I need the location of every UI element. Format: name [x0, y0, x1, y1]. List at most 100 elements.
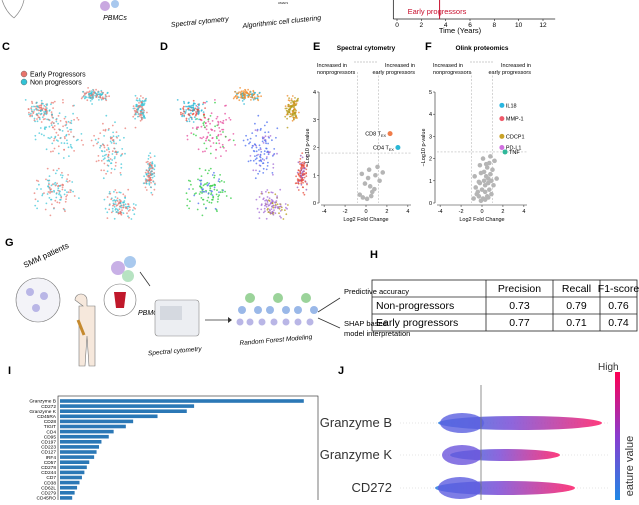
- umap-dot: [256, 93, 259, 96]
- umap-dot: [115, 191, 118, 194]
- umap-dot: [213, 171, 215, 174]
- umap-dot: [255, 146, 258, 149]
- umap-dot: [133, 213, 136, 216]
- umap-dot: [42, 118, 45, 121]
- umap-dot: [103, 150, 106, 153]
- umap-dot: [302, 164, 305, 167]
- umap-dot: [205, 139, 207, 142]
- point: [492, 158, 497, 164]
- x-tick-label: -2: [459, 209, 464, 215]
- umap-dot: [244, 90, 246, 93]
- umap-dot: [220, 180, 223, 182]
- umap-dot: [274, 206, 276, 209]
- umap-dot: [62, 99, 64, 101]
- umap-dot: [259, 159, 262, 162]
- umap-dot: [119, 139, 121, 142]
- umap-dot: [106, 211, 109, 214]
- umap-dot: [141, 117, 143, 120]
- umap-dot: [202, 136, 205, 139]
- umap-dot: [224, 105, 226, 107]
- umap-dot: [92, 144, 95, 147]
- umap-dot: [66, 191, 68, 194]
- umap-dot: [193, 193, 196, 195]
- umap-dot: [47, 185, 49, 188]
- umap-dot: [221, 191, 224, 194]
- umap-dot: [124, 203, 127, 206]
- umap-dot: [180, 111, 182, 114]
- umap-dot: [134, 94, 137, 97]
- umap-dot: [146, 160, 149, 163]
- umap-dot: [120, 173, 122, 176]
- y-tick-label: 5: [429, 90, 432, 96]
- umap-dot: [290, 99, 293, 102]
- umap-dot: [262, 172, 265, 174]
- umap-dot: [214, 99, 216, 101]
- umap-dot: [65, 123, 68, 126]
- umap-dot: [200, 183, 202, 186]
- umap-dot: [232, 139, 235, 142]
- umap-dot: [199, 118, 202, 121]
- umap-dot: [272, 173, 274, 176]
- umap-dot: [134, 117, 137, 120]
- umap-dot: [200, 125, 203, 128]
- umap-dot: [31, 102, 34, 105]
- umap-dot: [126, 207, 129, 210]
- umap-dot: [218, 127, 221, 129]
- umap-dot: [273, 209, 275, 212]
- umap-dot: [258, 144, 261, 147]
- umap-dot: [73, 118, 75, 121]
- umap-dot: [33, 119, 36, 122]
- umap-dot: [268, 200, 271, 202]
- umap-dot: [73, 150, 75, 152]
- umap-dot: [63, 142, 66, 145]
- umap-dot: [48, 109, 51, 112]
- umap-dot: [254, 143, 257, 146]
- umap-d: [176, 87, 308, 220]
- umap-dot: [86, 91, 88, 93]
- point: [362, 181, 368, 186]
- umap-dot: [253, 150, 256, 153]
- umap-dot: [36, 109, 39, 111]
- umap-dot: [47, 191, 50, 193]
- umap-dot: [260, 95, 262, 98]
- umap-dot: [68, 133, 70, 136]
- umap-dot: [61, 171, 63, 174]
- point: [485, 195, 491, 200]
- point: [488, 154, 493, 159]
- umap-dot: [106, 144, 109, 147]
- umap-dot: [98, 93, 101, 96]
- umap-dot: [114, 189, 117, 191]
- cell-icon: [100, 1, 110, 11]
- umap-dot: [154, 165, 156, 168]
- umap-dot: [200, 197, 203, 199]
- panel-letter: H: [370, 249, 378, 261]
- umap-dot: [99, 132, 102, 135]
- umap-dot: [61, 174, 64, 177]
- umap-dot: [249, 141, 252, 144]
- umap-dot: [47, 118, 50, 121]
- umap-dot: [192, 113, 195, 115]
- umap-dot: [96, 142, 98, 145]
- umap-dot: [291, 119, 294, 122]
- umap-dot: [100, 169, 103, 172]
- umap-dot: [258, 149, 260, 151]
- cell-icon: [124, 256, 136, 268]
- umap-dot: [71, 147, 73, 149]
- umap-dot: [142, 100, 145, 103]
- umap-dot: [143, 175, 146, 178]
- umap-dot: [186, 198, 189, 201]
- umap-dot: [281, 209, 283, 211]
- umap-dot: [305, 155, 308, 158]
- y-axis-label: −Log10 p-value: [421, 128, 427, 166]
- umap-dot: [147, 158, 150, 160]
- umap-dot: [264, 210, 266, 213]
- x-tick-label: 2: [385, 209, 388, 215]
- umap-dot: [303, 161, 306, 163]
- x-tick-label: -2: [343, 209, 348, 215]
- umap-dot: [285, 107, 288, 110]
- umap-dot: [276, 127, 279, 130]
- umap-dot: [202, 188, 205, 191]
- umap-dot: [127, 215, 129, 218]
- label: Spectral cytometry: [171, 16, 230, 29]
- feature-label: Granzyme B: [320, 415, 392, 430]
